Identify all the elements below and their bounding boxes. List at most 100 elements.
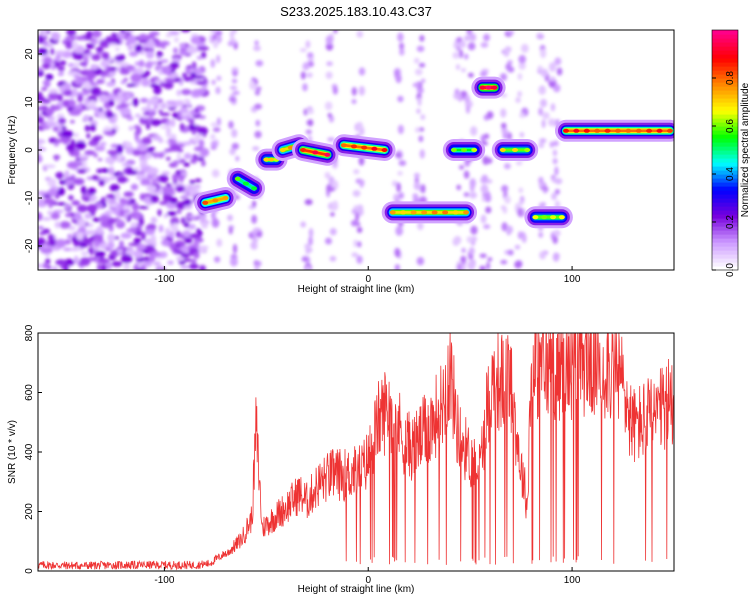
y-tick-label: -20 [24,238,35,253]
noise-blob [146,40,156,49]
noise-blob [45,258,51,265]
noise-blob [193,68,203,76]
colorbar-swatch [712,162,738,167]
noise-blob [452,51,460,59]
noise-blob [166,79,176,84]
noise-blob [42,262,48,269]
noise-blob [212,127,221,132]
noise-blob [86,204,98,213]
noise-blob [227,214,233,222]
colorbar-swatch [712,46,738,51]
colorbar-swatch [712,234,738,239]
snr-y-label: SNR (10 * v/v) [7,420,18,484]
noise-blob [181,245,187,254]
noise-blob [252,146,260,151]
noise-blob [194,178,202,183]
noise-blob [137,261,142,269]
noise-blob [202,84,208,89]
noise-blob [55,259,67,266]
noise-blob [169,143,182,152]
noise-blob [165,183,173,187]
noise-blob [452,237,460,246]
noise-blob [139,98,149,103]
colorbar-swatch [712,198,738,203]
noise-blob [552,235,558,245]
noise-blob [43,56,53,64]
noise-blob [254,103,263,110]
noise-blob [78,242,88,248]
noise-blob [138,205,149,210]
noise-blob [150,234,157,243]
noise-blob [72,212,82,221]
noise-blob [83,114,90,122]
noise-blob [253,227,262,232]
noise-blob [126,116,134,121]
noise-blob [132,149,142,156]
noise-blob [55,171,64,179]
noise-blob [458,92,463,102]
noise-blob [38,107,44,111]
noise-blob [86,30,93,39]
noise-blob [96,263,102,270]
colorbar-swatch [712,238,738,243]
colorbar-swatch [712,254,738,259]
colorbar-swatch [712,186,738,191]
colorbar-swatch [712,66,738,71]
noise-blob [43,79,51,88]
noise-blob [216,238,223,248]
noise-blob [54,154,59,162]
noise-blob [161,65,172,75]
noise-blob [192,75,204,79]
noise-blob [305,129,312,135]
noise-blob [69,247,81,252]
noise-blob [187,215,198,219]
noise-blob [66,143,76,152]
noise-blob [215,86,221,95]
noise-blob [120,80,126,85]
colorbar-swatch [712,226,738,231]
noise-blob [308,236,313,246]
noise-blob [159,82,166,87]
noise-blob [201,221,209,229]
noise-blob [358,179,365,187]
noise-blob [47,210,53,216]
noise-blob [64,170,70,177]
noise-blob [305,40,311,49]
noise-blob [227,41,236,47]
colorbar-swatch [712,126,738,131]
noise-blob [144,152,153,159]
noise-blob [255,60,264,67]
noise-blob [332,180,339,191]
y-tick-label: 600 [24,384,35,401]
noise-blob [146,146,156,151]
noise-blob [127,45,134,51]
noise-blob [176,209,182,214]
noise-blob [399,48,405,56]
noise-blob [150,119,162,127]
snr-y-ticks: 0 200 400 600 800 [24,324,42,574]
y-tick-label: 800 [24,324,35,341]
noise-blob [186,46,197,54]
noise-blob [73,133,79,138]
noise-blob [38,212,43,221]
noise-blob [420,114,426,121]
noise-blob [229,148,236,156]
colorbar-swatch [712,34,738,39]
noise-blob [481,175,488,183]
noise-blob [77,218,87,227]
noise-blob [170,118,176,128]
noise-blob [519,199,524,206]
noise-blob [176,152,181,162]
noise-blob [92,217,101,222]
noise-blob [68,194,74,201]
noise-blob [156,56,161,60]
noise-blob [554,188,560,195]
noise-blob [500,122,507,129]
noise-blob [146,185,157,192]
noise-blob [143,261,153,267]
noise-blob [183,205,192,210]
noise-blob [75,140,86,150]
noise-blob [172,112,179,119]
noise-blob [416,45,425,52]
noise-blob [71,200,81,206]
